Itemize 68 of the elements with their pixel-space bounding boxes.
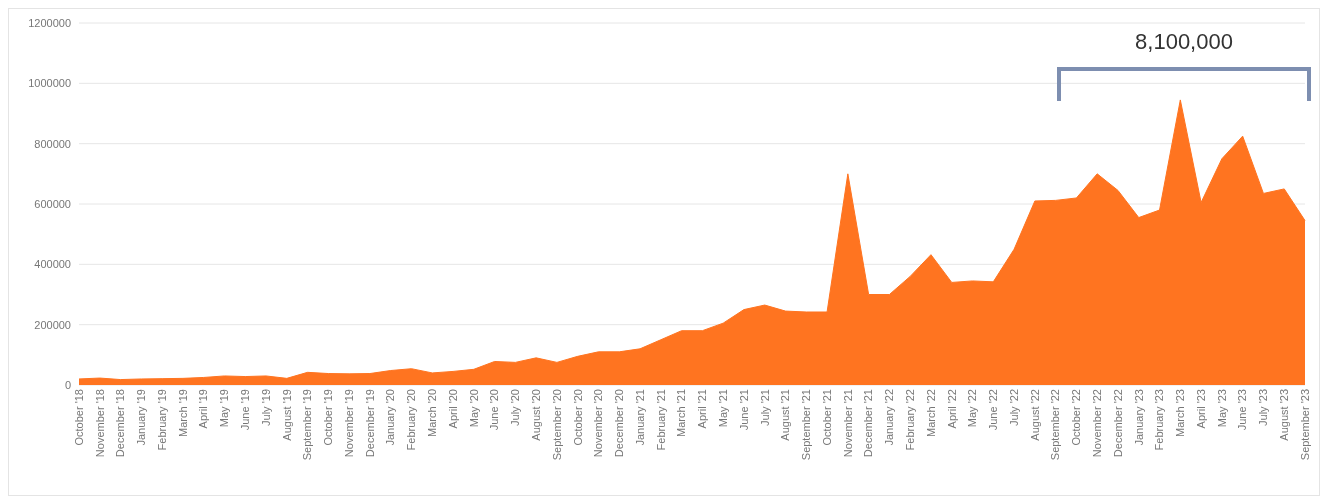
x-tick-label: November '20: [592, 389, 605, 458]
x-tick-label: November '21: [841, 389, 854, 458]
x-tick-label: March '23: [1174, 389, 1187, 437]
x-tick-label: October '21: [820, 389, 833, 446]
x-tick-label: January '20: [384, 389, 397, 446]
x-tick-label: August '20: [529, 389, 542, 441]
y-tick-label: 200000: [34, 318, 71, 331]
y-tick-label: 1000000: [28, 77, 71, 90]
x-tick-label: October '18: [72, 389, 85, 446]
x-tick-label: December '20: [613, 389, 626, 458]
x-tick-label: February '21: [654, 389, 667, 451]
y-tick-label: 1200000: [28, 16, 71, 29]
x-tick-label: August '21: [779, 389, 792, 441]
x-tick-label: June '20: [488, 389, 501, 431]
x-tick-label: March '21: [675, 389, 688, 437]
x-tick-label: June '21: [737, 389, 750, 431]
x-tick-label: December '19: [363, 389, 376, 458]
y-tick-label: 0: [64, 378, 71, 391]
x-tick-label: April '19: [197, 389, 210, 429]
x-tick-label: February '19: [155, 389, 168, 451]
x-tick-label: November '19: [342, 389, 355, 458]
x-tick-label: July '20: [509, 389, 522, 426]
x-tick-label: October '19: [322, 389, 335, 446]
x-tick-label: December '21: [862, 389, 875, 458]
x-tick-label: June '22: [987, 389, 1000, 431]
x-tick-label: August '23: [1278, 389, 1291, 441]
x-tick-label: December '18: [114, 389, 127, 458]
x-tick-label: September '21: [800, 389, 813, 461]
x-tick-label: March '20: [426, 389, 439, 437]
x-tick-label: September '20: [550, 389, 563, 461]
x-tick-label: May '23: [1215, 389, 1228, 428]
y-tick-label: 800000: [34, 137, 71, 150]
x-tick-label: August '22: [1028, 389, 1041, 441]
x-tick-label: February '22: [904, 389, 916, 451]
x-tick-label: March '22: [924, 389, 937, 437]
x-tick-label: June '19: [239, 389, 252, 431]
x-tick-label: November '22: [1091, 389, 1104, 458]
x-tick-label: May '21: [716, 389, 729, 428]
x-tick-label: April '21: [696, 389, 709, 429]
x-tick-label: May '20: [467, 389, 480, 428]
y-tick-label: 600000: [34, 197, 71, 210]
x-tick-label: January '23: [1132, 389, 1145, 446]
x-tick-label: July '23: [1257, 389, 1270, 426]
x-tick-label: January '21: [633, 389, 646, 446]
x-tick-label: August '19: [280, 389, 293, 441]
x-tick-label: February '20: [405, 389, 418, 451]
x-tick-label: May '19: [218, 389, 231, 428]
x-tick-label: September '19: [301, 389, 314, 461]
x-tick-label: January '22: [883, 389, 896, 446]
x-tick-label: March '19: [176, 389, 189, 437]
annotation: 8,100,000: [1134, 29, 1234, 55]
x-tick-label: April '23: [1194, 389, 1207, 429]
x-tick-label: April '22: [945, 389, 958, 429]
x-tick-label: July '22: [1007, 389, 1020, 426]
x-tick-label: January '19: [135, 389, 148, 446]
y-tick-label: 400000: [34, 258, 71, 271]
x-tick-label: February '23: [1153, 389, 1166, 451]
x-tick-label: September '23: [1298, 389, 1311, 461]
x-tick-label: November '18: [93, 389, 106, 458]
x-tick-label: April '20: [446, 389, 459, 429]
x-tick-label: September '22: [1049, 389, 1062, 461]
x-tick-label: June '23: [1236, 389, 1249, 431]
x-tick-label: December '22: [1111, 389, 1124, 458]
x-tick-label: July '19: [259, 389, 272, 426]
x-tick-label: July '21: [758, 389, 771, 426]
x-tick-label: October '20: [571, 389, 584, 446]
x-tick-label: May '22: [966, 389, 979, 428]
x-tick-label: October '22: [1070, 389, 1083, 446]
